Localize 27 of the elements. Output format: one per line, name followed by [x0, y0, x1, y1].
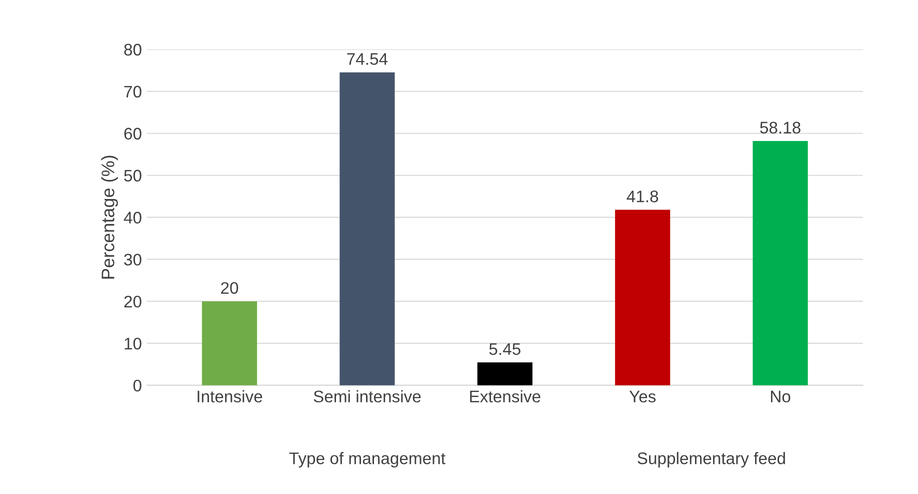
x-tick-label: Intensive: [198, 390, 262, 402]
data-label: 58.18: [760, 122, 800, 134]
text: Type of management: [289, 452, 446, 468]
data-label: 74.54: [347, 53, 388, 65]
bar: [477, 362, 532, 386]
text: Supplementary feed: [638, 452, 785, 468]
x-tick-label: No: [771, 390, 790, 402]
x-tick-label: Semi intensive: [314, 390, 421, 402]
y-tick-label: 70: [124, 86, 142, 98]
y-tick-label: 30: [124, 254, 142, 266]
data-label: 5.45: [489, 343, 520, 355]
y-tick-label: 50: [124, 170, 142, 182]
bar: [615, 210, 670, 386]
y-tick-label: 80: [124, 44, 142, 56]
x-tick-label: Extensive: [470, 390, 540, 402]
y-axis-title: Percentage (%): [101, 156, 118, 279]
bar: [202, 301, 258, 386]
bar: [752, 141, 808, 386]
x-tick-label: Yes: [629, 390, 656, 402]
data-label: 41.8: [626, 190, 658, 202]
y-tick-label: 40: [124, 212, 142, 224]
y-tick-label: 10: [124, 338, 142, 350]
y-tick-label: 60: [124, 128, 142, 140]
data-label: 20: [221, 282, 238, 294]
y-tick-label: 20: [124, 296, 142, 308]
y-tick-label: 0: [133, 380, 142, 392]
bar: [340, 72, 395, 386]
